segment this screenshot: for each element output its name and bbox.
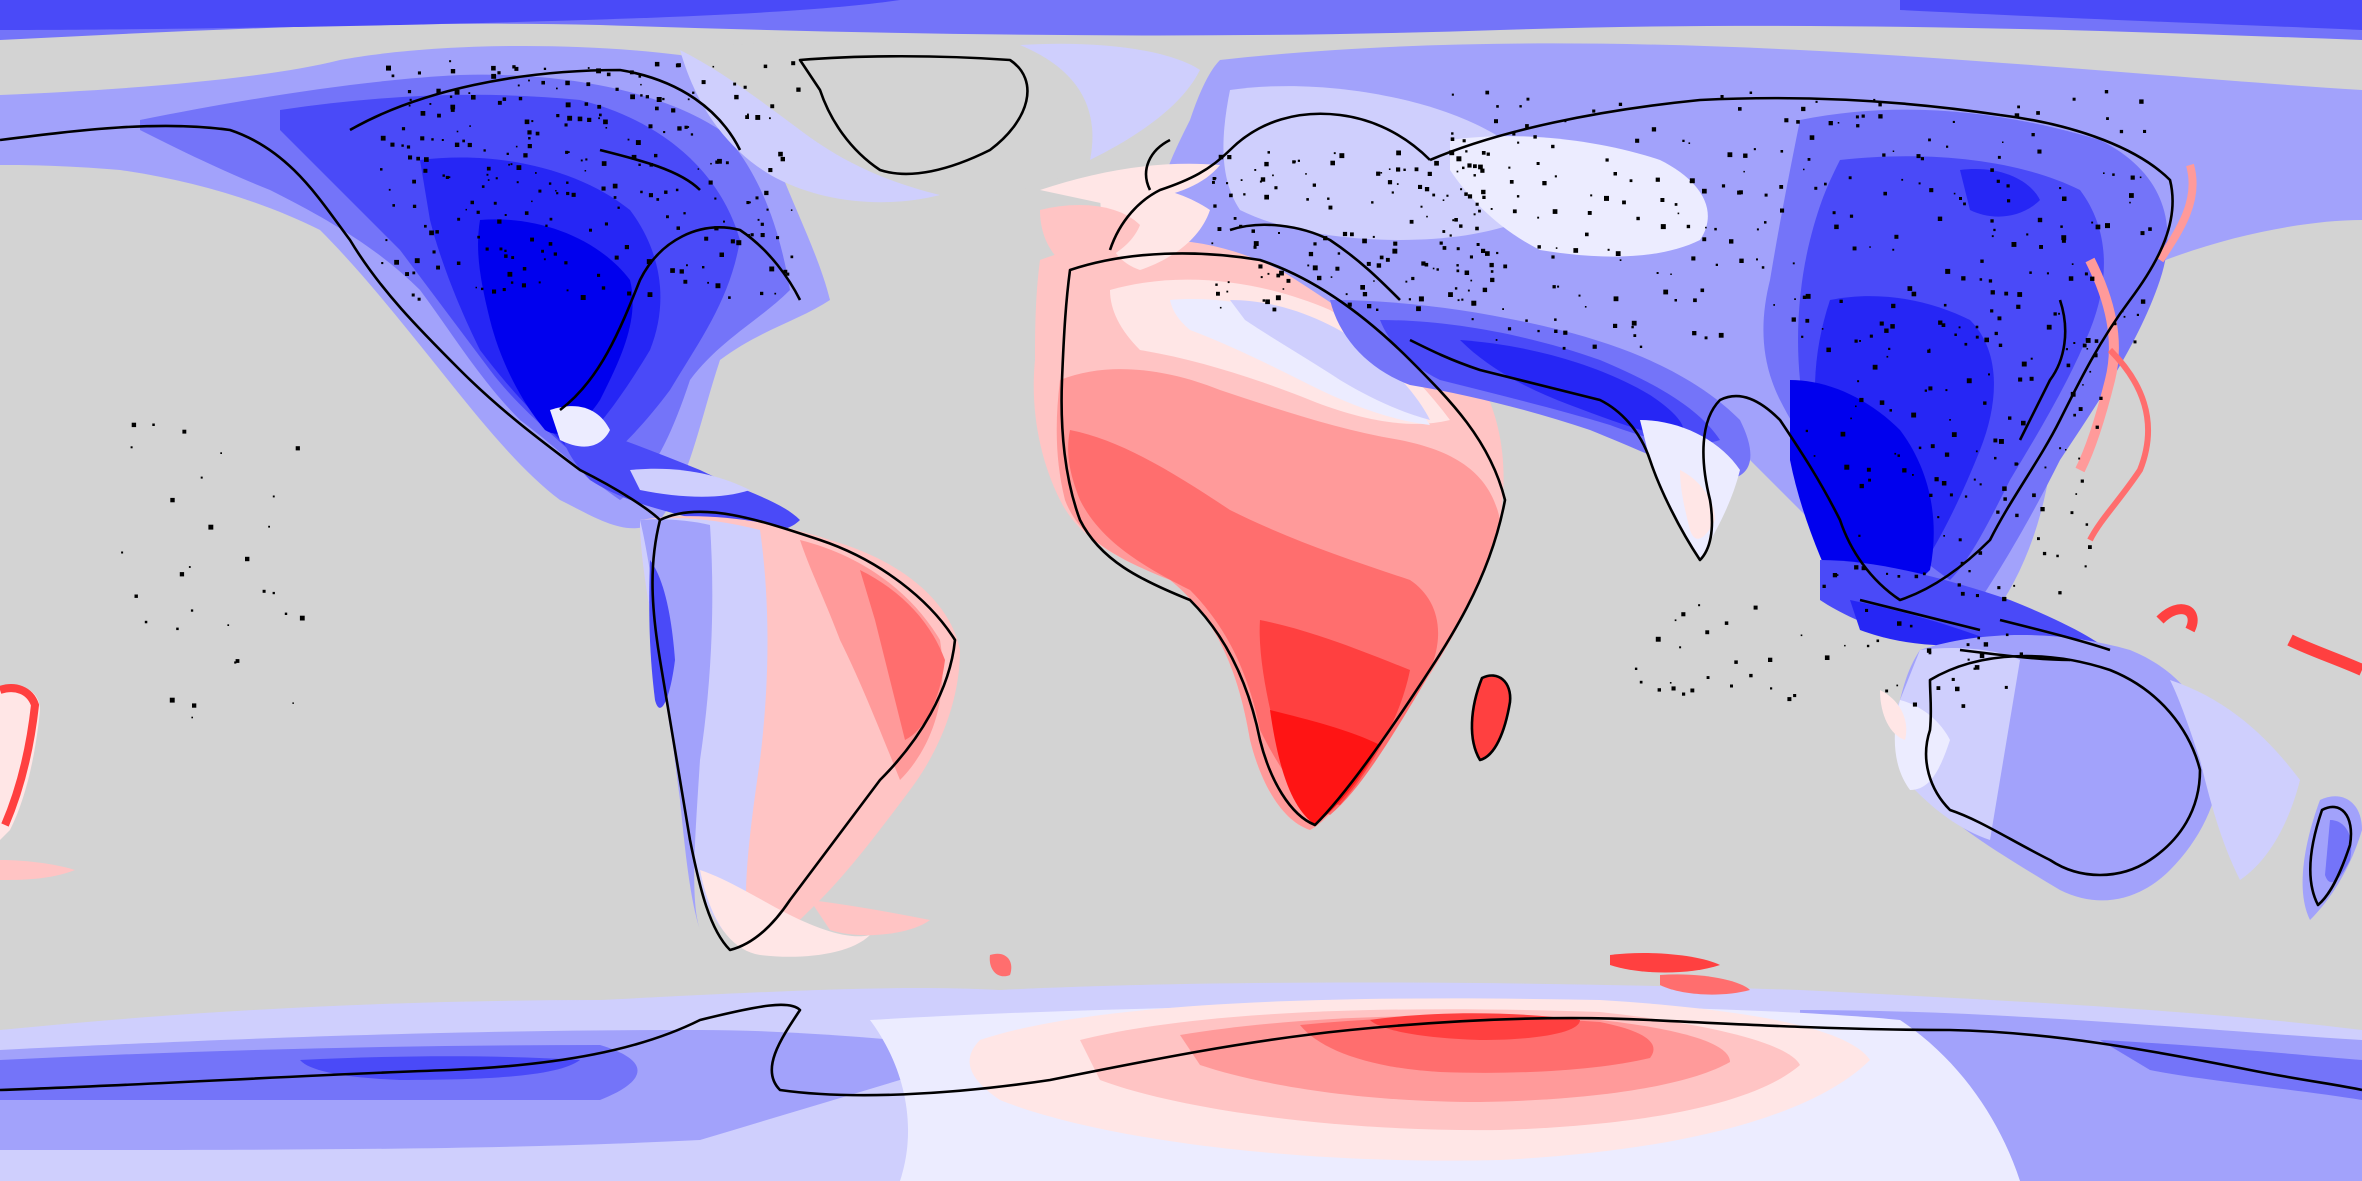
madagascar-coast: [1470, 674, 1512, 762]
greenland-field: [680, 39, 1200, 203]
asia-coast: [1409, 96, 2174, 602]
south-america-field: [640, 516, 960, 957]
west-pacific-arcs: [2075, 163, 2362, 676]
east-pacific-arc: [0, 684, 75, 880]
north-america-coast: [0, 68, 802, 521]
south-america-coast: [651, 510, 957, 952]
coastlines: [0, 54, 2362, 1097]
coastline-speckle: [121, 60, 2152, 719]
new-zealand-coast: [2309, 805, 2353, 907]
japan-coast: [2018, 299, 2067, 441]
australia-coast: [1924, 654, 2202, 877]
africa-field: [1033, 236, 1510, 831]
north-america-field: [0, 45, 830, 532]
antarctica-field: [0, 953, 2362, 1181]
australia-field: [1880, 635, 2362, 920]
europe-coast: [1108, 112, 1431, 301]
greenland-coast: [798, 54, 1029, 176]
africa-coast: [1060, 252, 1507, 827]
antarctica-coast: [0, 1003, 2362, 1097]
arctic-band: [0, 0, 2362, 40]
